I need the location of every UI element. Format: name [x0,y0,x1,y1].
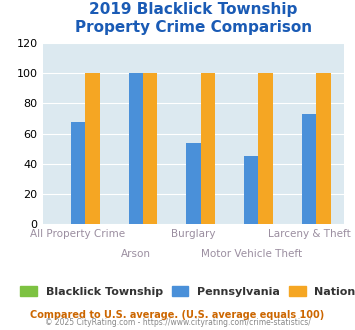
Bar [302,114,316,224]
Bar [143,73,157,224]
Text: Motor Vehicle Theft: Motor Vehicle Theft [201,249,302,259]
Bar [129,73,143,224]
Text: Arson: Arson [121,249,151,259]
Bar [316,73,331,224]
Bar [71,121,85,224]
Bar [85,73,100,224]
Text: Compared to U.S. average. (U.S. average equals 100): Compared to U.S. average. (U.S. average … [31,310,324,320]
Text: © 2025 CityRating.com - https://www.cityrating.com/crime-statistics/: © 2025 CityRating.com - https://www.city… [45,318,310,327]
Bar [186,143,201,224]
Bar [244,156,258,224]
Bar [258,73,273,224]
Legend: Blacklick Township, Pennsylvania, National: Blacklick Township, Pennsylvania, Nation… [15,281,355,302]
Bar [201,73,215,224]
Title: 2019 Blacklick Township
Property Crime Comparison: 2019 Blacklick Township Property Crime C… [75,2,312,35]
